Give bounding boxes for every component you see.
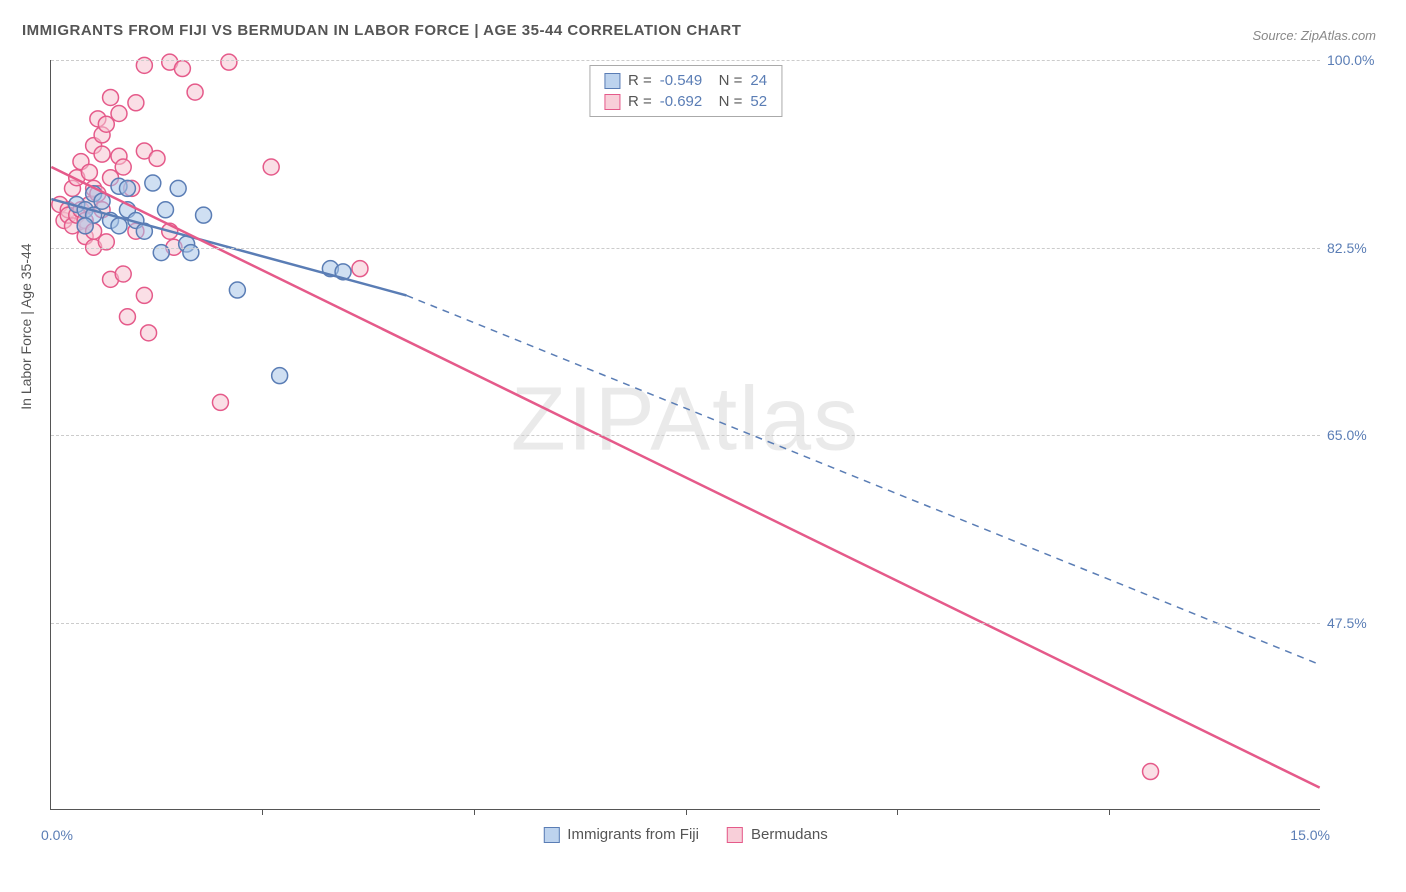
y-tick-label: 82.5% — [1327, 240, 1382, 256]
data-point-fiji — [196, 207, 212, 223]
gridline — [51, 435, 1320, 436]
data-point-fiji — [170, 180, 186, 196]
n-value-bermudans: 52 — [750, 93, 767, 110]
trend-line-dashed-fiji — [406, 295, 1319, 664]
data-point-bermudans — [136, 287, 152, 303]
x-tick — [1109, 809, 1110, 815]
data-point-bermudans — [94, 146, 110, 162]
data-point-fiji — [111, 218, 127, 234]
chart-container: IMMIGRANTS FROM FIJI VS BERMUDAN IN LABO… — [0, 0, 1406, 892]
data-point-fiji — [158, 202, 174, 218]
x-tick — [474, 809, 475, 815]
data-point-bermudans — [103, 89, 119, 105]
x-axis-min-label: 0.0% — [41, 827, 73, 843]
y-tick-label: 65.0% — [1327, 427, 1382, 443]
data-point-bermudans — [187, 84, 203, 100]
plot-area: In Labor Force | Age 35-44 R = -0.549 N … — [50, 60, 1320, 810]
r-value-bermudans: -0.692 — [660, 93, 703, 110]
data-point-bermudans — [119, 309, 135, 325]
x-tick — [262, 809, 263, 815]
data-point-bermudans — [115, 266, 131, 282]
correlation-legend: R = -0.549 N = 24 R = -0.692 N = 52 — [589, 65, 782, 117]
y-tick-label: 47.5% — [1327, 615, 1382, 631]
legend-swatch-fiji — [604, 73, 620, 89]
x-tick — [897, 809, 898, 815]
data-point-bermudans — [263, 159, 279, 175]
data-point-fiji — [145, 175, 161, 191]
r-value-fiji: -0.549 — [660, 72, 703, 89]
data-point-bermudans — [128, 95, 144, 111]
y-tick-label: 100.0% — [1327, 52, 1382, 68]
data-point-bermudans — [174, 61, 190, 77]
legend-label-bermudans: Bermudans — [751, 826, 828, 843]
legend-swatch-bermudans-bottom — [727, 827, 743, 843]
data-point-bermudans — [111, 106, 127, 122]
data-point-bermudans — [98, 116, 114, 132]
data-point-bermudans — [149, 150, 165, 166]
legend-label-fiji: Immigrants from Fiji — [567, 826, 699, 843]
gridline — [51, 60, 1320, 61]
data-point-bermudans — [352, 261, 368, 277]
chart-title: IMMIGRANTS FROM FIJI VS BERMUDAN IN LABO… — [22, 22, 741, 39]
legend-row-fiji: R = -0.549 N = 24 — [604, 70, 767, 91]
source-label: Source: ZipAtlas.com — [1252, 28, 1376, 43]
data-point-fiji — [272, 368, 288, 384]
legend-swatch-bermudans — [604, 94, 620, 110]
data-point-bermudans — [115, 159, 131, 175]
x-tick — [686, 809, 687, 815]
x-axis-max-label: 15.0% — [1290, 827, 1330, 843]
legend-item-bermudans: Bermudans — [727, 826, 828, 843]
data-point-fiji — [77, 218, 93, 234]
data-point-bermudans — [141, 325, 157, 341]
y-axis-title: In Labor Force | Age 35-44 — [18, 243, 34, 409]
n-value-fiji: 24 — [750, 72, 767, 89]
data-point-bermudans — [81, 164, 97, 180]
trend-line-bermudans — [51, 167, 1319, 788]
data-point-bermudans — [1143, 764, 1159, 780]
legend-row-bermudans: R = -0.692 N = 52 — [604, 91, 767, 112]
data-point-bermudans — [212, 394, 228, 410]
gridline — [51, 623, 1320, 624]
data-point-fiji — [229, 282, 245, 298]
legend-swatch-fiji-bottom — [543, 827, 559, 843]
legend-item-fiji: Immigrants from Fiji — [543, 826, 699, 843]
data-point-fiji — [119, 180, 135, 196]
series-legend: Immigrants from Fiji Bermudans — [543, 826, 827, 843]
data-point-bermudans — [221, 54, 237, 70]
gridline — [51, 248, 1320, 249]
